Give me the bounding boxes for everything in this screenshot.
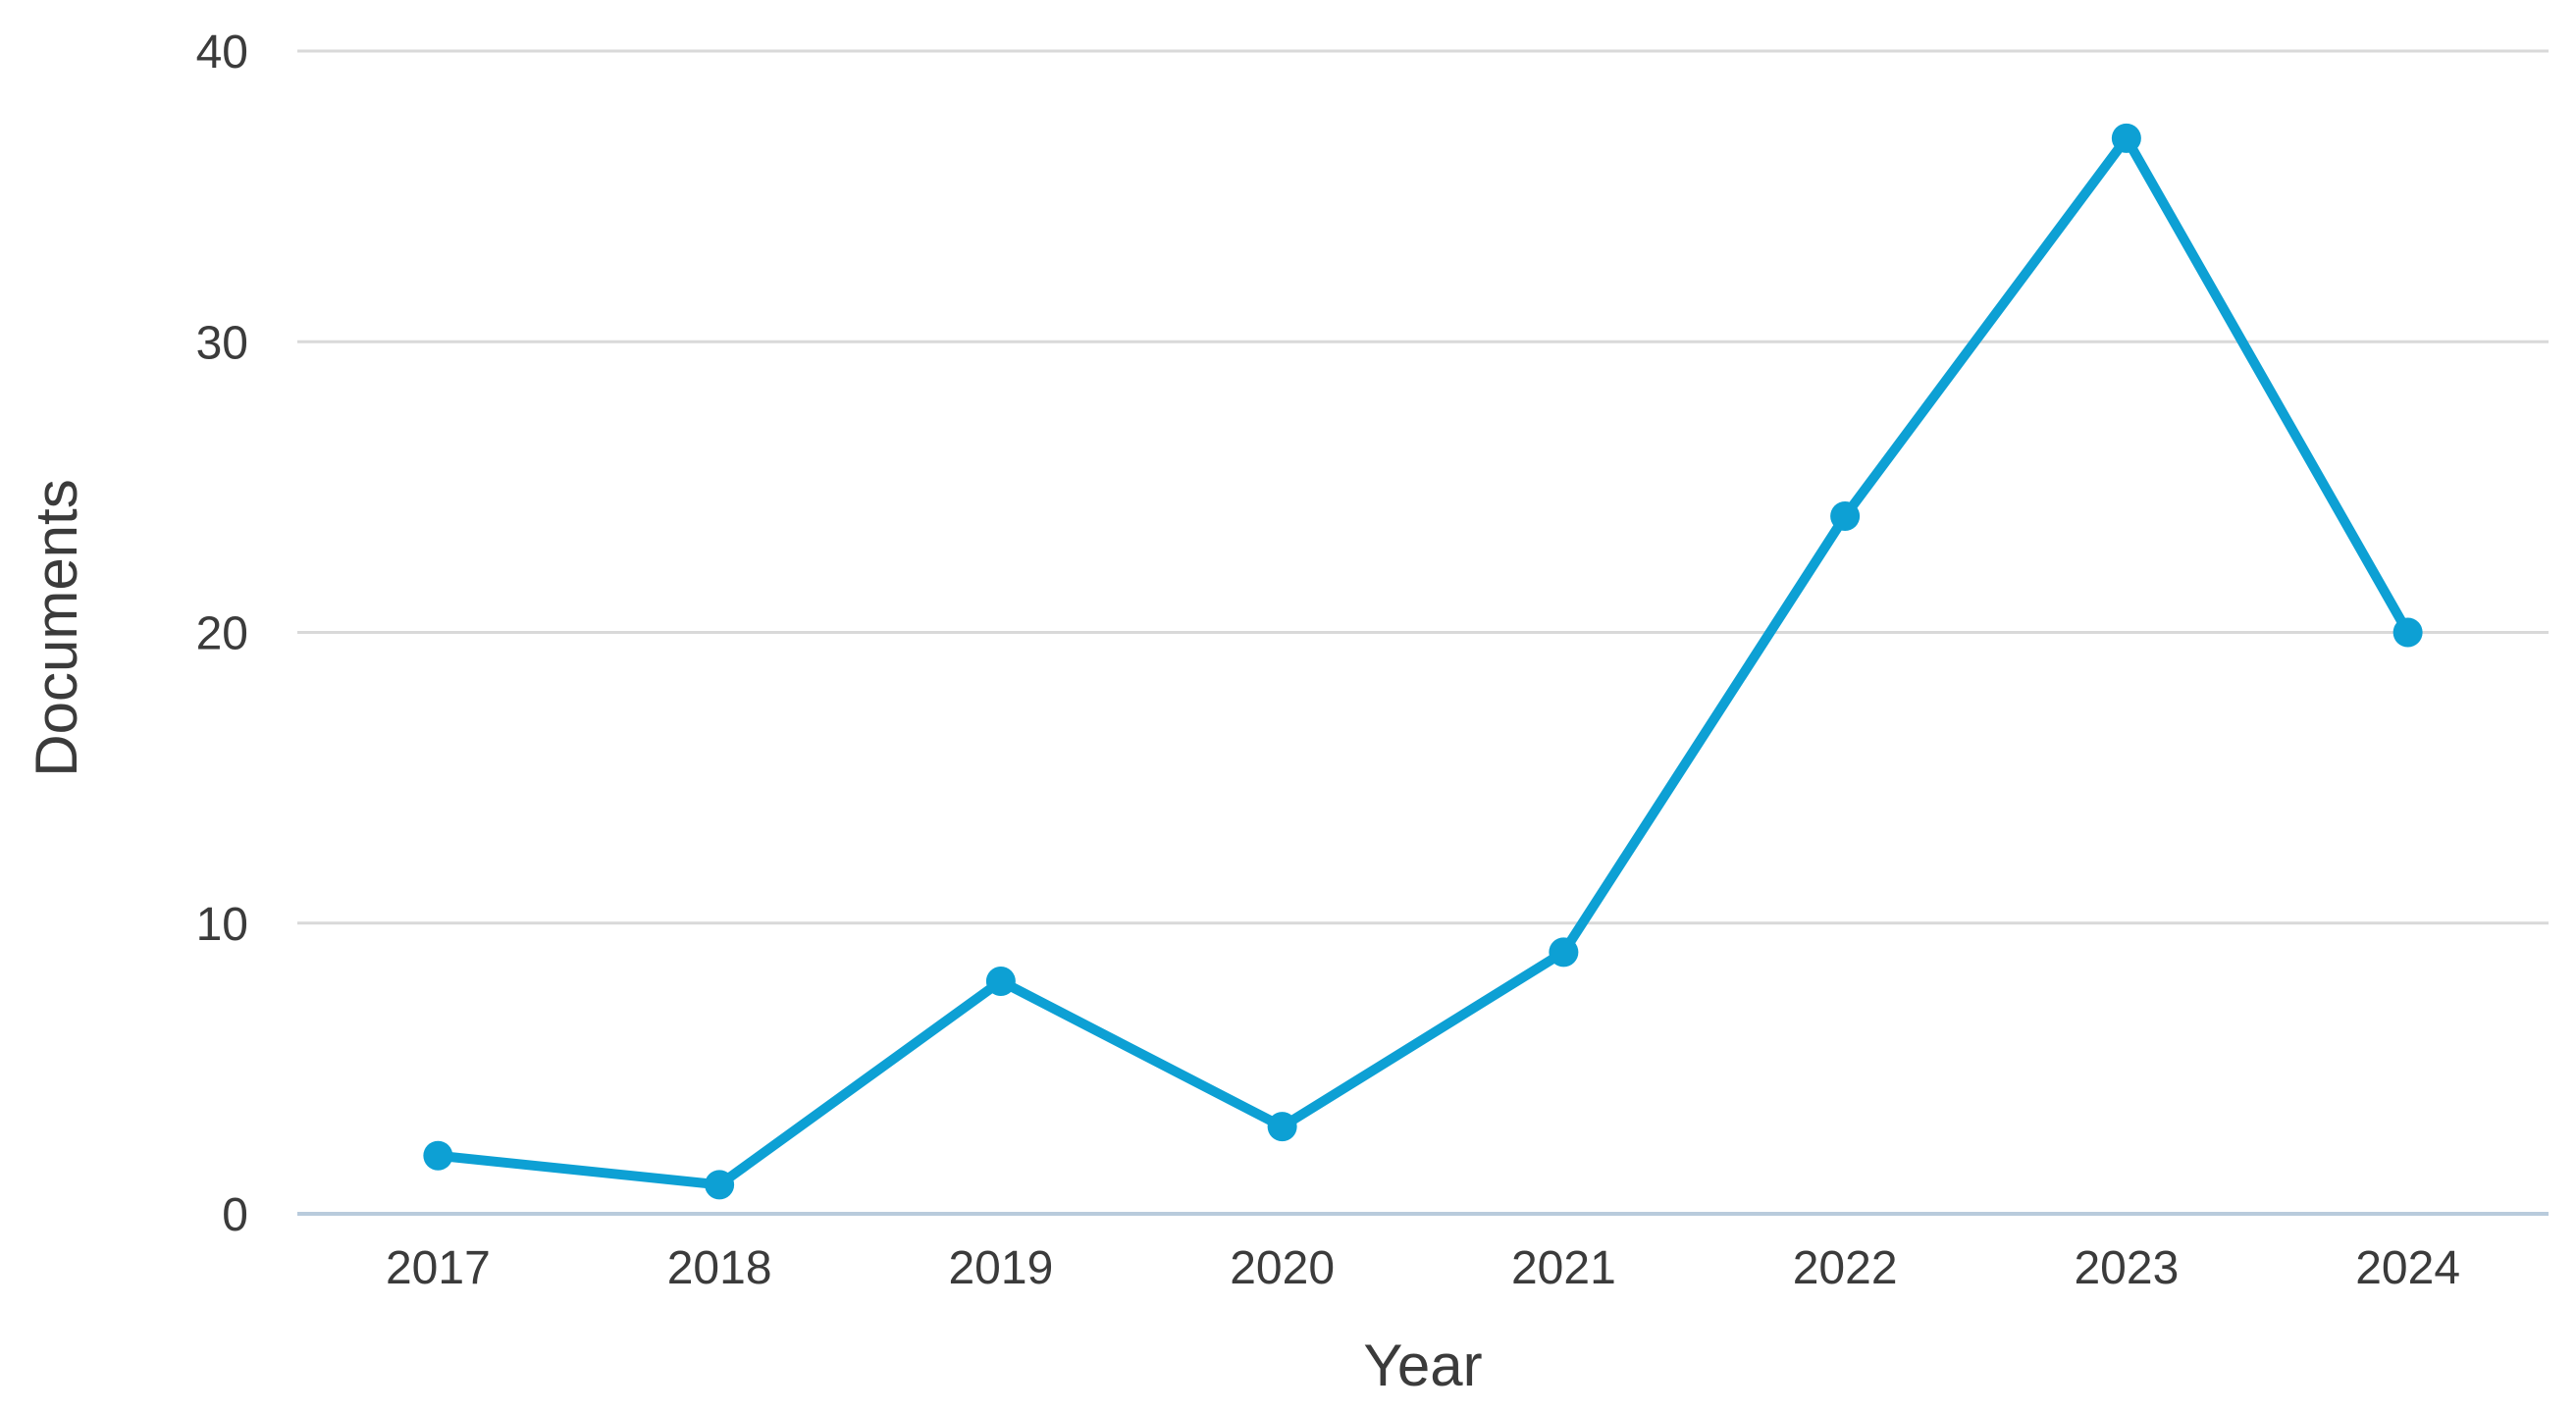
y-axis-tick-labels: 0 10 20 30 40 [196,26,248,1241]
x-tick-label: 2017 [386,1242,491,1294]
series-line [433,132,2413,1190]
x-tick-label: 2020 [1230,1242,1335,1294]
documents-series [423,123,2423,1200]
data-point-marker [2111,123,2141,153]
y-axis-title: Documents [24,479,89,776]
data-point-marker [985,967,1016,996]
data-point-marker [705,1170,735,1200]
y-tick-label: 30 [196,317,248,369]
x-tick-label: 2022 [1793,1242,1898,1294]
x-axis-tick-labels: 2017 2018 2019 2020 2021 2022 2023 2024 [386,1242,2460,1294]
y-tick-label: 20 [196,608,248,660]
data-point-marker [1267,1112,1297,1142]
data-point-marker [2392,617,2423,648]
y-tick-label: 40 [196,26,248,78]
x-axis-title: Year [1363,1333,1482,1398]
data-point-marker [1549,937,1579,968]
x-tick-label: 2018 [667,1242,772,1294]
data-point-marker [1830,501,1861,531]
x-tick-label: 2024 [2355,1242,2460,1294]
data-point-marker [423,1140,453,1171]
x-tick-label: 2021 [1511,1242,1616,1294]
y-tick-label: 10 [196,899,248,951]
y-gridlines [297,49,2549,925]
x-tick-label: 2019 [948,1242,1053,1294]
x-tick-label: 2023 [2074,1242,2179,1294]
y-tick-label: 0 [222,1189,248,1241]
series-markers [423,123,2423,1200]
